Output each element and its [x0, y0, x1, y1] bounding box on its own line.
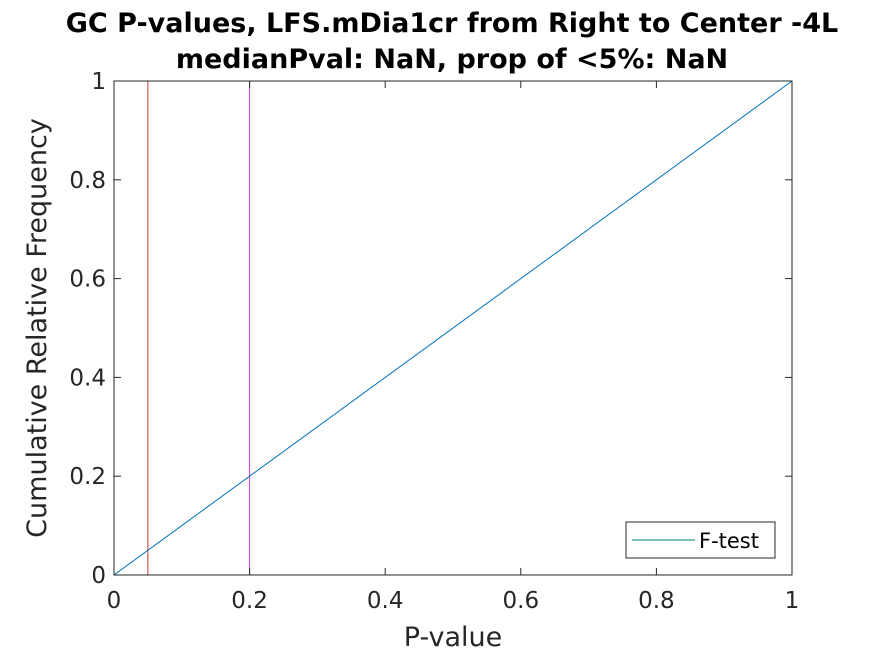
x-tick-label: 0: [107, 588, 122, 614]
series-line-0: [113, 80, 793, 576]
x-tick-label: 0.4: [367, 588, 404, 614]
chart-title-line-1: GC P-values, LFS.mDia1cr from Right to C…: [66, 8, 839, 39]
legend-label-f-test: F-test: [699, 529, 759, 553]
y-tick-label: 0: [91, 563, 106, 589]
chart-title: GC P-values, LFS.mDia1cr from Right to C…: [66, 8, 839, 75]
x-axis-ticks: 0 0.2 0.4 0.6 0.8 1: [107, 81, 800, 614]
x-axis-label: P-value: [404, 622, 502, 653]
y-tick-label: 0.4: [69, 365, 106, 391]
y-tick-label: 0.6: [69, 267, 106, 293]
x-tick-label: 0.8: [638, 588, 675, 614]
series-lines: [113, 80, 793, 576]
legend: F-test: [625, 521, 776, 559]
reference-lines: [147, 81, 251, 575]
x-tick-label: 1: [785, 588, 800, 614]
x-tick-label: 0.2: [231, 588, 268, 614]
y-axis-ticks: 0 0.2 0.4 0.6 0.8 1: [69, 69, 792, 589]
y-axis-label: Cumulative Relative Frequency: [22, 118, 53, 538]
y-tick-label: 1: [91, 69, 106, 95]
axes-box: [113, 80, 793, 576]
y-tick-label: 0.8: [69, 168, 106, 194]
y-tick-label: 0.2: [69, 464, 106, 490]
chart-title-line-2: medianPval: NaN, prop of <5%: NaN: [176, 44, 728, 75]
x-tick-label: 0.6: [503, 588, 540, 614]
